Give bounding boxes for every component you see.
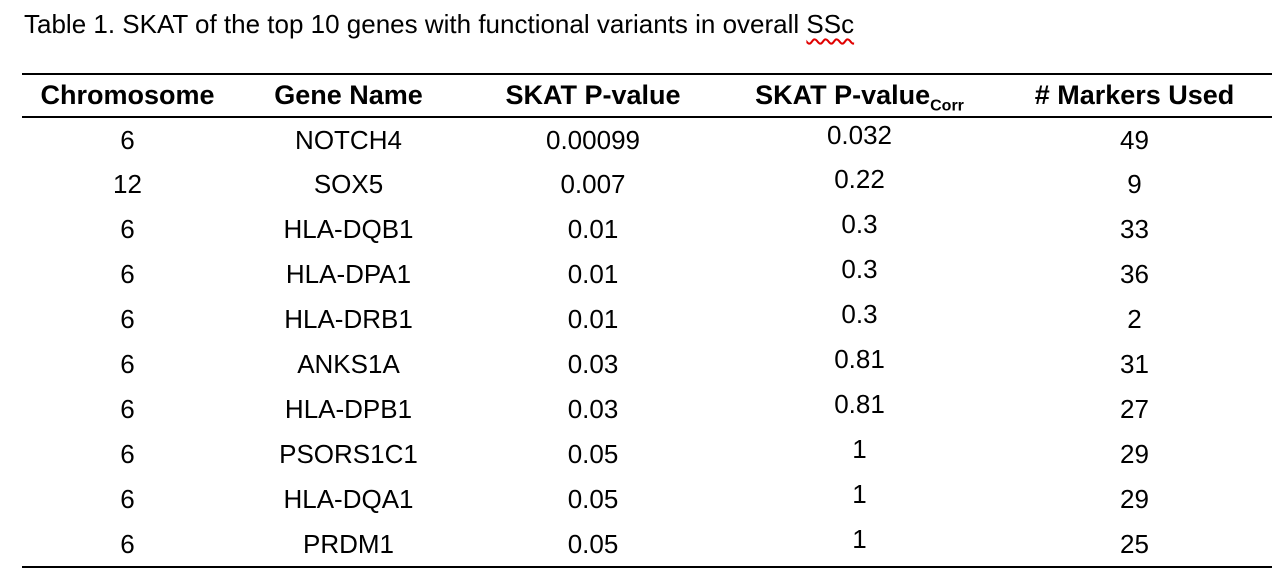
cell-skat-pvalue-corr: 0.22 <box>722 162 997 207</box>
title-text: Table 1. SKAT of the top 10 genes with f… <box>24 9 807 39</box>
cell-skat-pvalue: 0.01 <box>567 304 619 334</box>
cell-markers-used: 33 <box>1120 214 1149 244</box>
cell-chromosome: 6 <box>120 214 135 244</box>
cell-gene-name: NOTCH4 <box>295 124 402 155</box>
cell-skat-pvalue-corr-text: 0.032 <box>826 119 893 150</box>
cell-gene-name: HLA-DRB1 <box>284 304 413 334</box>
cell-gene-name: SOX5 <box>313 169 384 199</box>
cell-gene-name: HLA-DQB1 <box>283 214 414 244</box>
cell-skat-pvalue-corr: 0.3 <box>722 207 997 252</box>
cell-skat-pvalue: 0.03 <box>567 349 619 379</box>
header-skat-pvalue: SKAT P-value <box>464 74 722 118</box>
cell-skat-pvalue-corr-text: 0.81 <box>834 344 885 374</box>
header-skat-pvalue-corr-text: SKAT P-value <box>755 80 931 110</box>
cell-markers-used: 9 <box>1127 169 1142 199</box>
table-header-row: Chromosome Gene Name SKAT P-value SKAT P… <box>22 74 1272 118</box>
cell-skat-pvalue-corr-text: 0.3 <box>841 209 878 239</box>
cell-skat-pvalue-corr-text: 1 <box>852 479 867 509</box>
cell-skat-pvalue-corr: 0.81 <box>722 342 997 387</box>
table-row: 6 PRDM1 0.05 1 25 <box>22 522 1272 567</box>
cell-chromosome: 6 <box>120 528 135 559</box>
misspelled-word-ssc: SSc <box>806 9 855 39</box>
cell-gene-name: PRDM1 <box>302 528 394 559</box>
cell-skat-pvalue: 0.00099 <box>546 124 640 155</box>
cell-gene-name: ANKS1A <box>297 349 400 379</box>
cell-skat-pvalue-corr: 0.032 <box>722 117 997 162</box>
cell-markers-used: 27 <box>1120 394 1149 424</box>
cell-markers-used: 29 <box>1120 484 1149 514</box>
cell-skat-pvalue-corr-text: 0.3 <box>841 254 878 284</box>
cell-chromosome: 6 <box>120 304 135 334</box>
cell-skat-pvalue-corr: 1 <box>722 522 997 567</box>
cell-skat-pvalue-corr: 1 <box>722 432 997 477</box>
table-row: 6 HLA-DRB1 0.01 0.3 2 <box>22 297 1272 342</box>
table-row: 6 ANKS1A 0.03 0.81 31 <box>22 342 1272 387</box>
table-row: 6 NOTCH4 0.00099 0.032 49 <box>22 117 1272 162</box>
cell-markers-used: 49 <box>1120 124 1149 155</box>
cell-gene-name: HLA-DPA1 <box>285 259 412 289</box>
cell-markers-used: 31 <box>1120 349 1149 379</box>
corr-subscript: Corr <box>930 97 964 115</box>
document-title: Table 1. SKAT of the top 10 genes with f… <box>0 0 1280 39</box>
cell-chromosome: 6 <box>120 349 135 379</box>
cell-skat-pvalue: 0.01 <box>567 259 619 289</box>
cell-chromosome: 6 <box>120 439 135 469</box>
header-skat-pvalue-corr: SKAT P-valueCorr <box>722 74 997 118</box>
cell-gene-name: PSORS1C1 <box>279 439 418 469</box>
cell-skat-pvalue: 0.05 <box>567 439 619 469</box>
header-markers-used: # Markers Used <box>997 74 1272 118</box>
table-row: 6 HLA-DPB1 0.03 0.81 27 <box>22 387 1272 432</box>
cell-markers-used: 36 <box>1120 259 1149 289</box>
cell-skat-pvalue-corr-text: 0.3 <box>841 299 878 329</box>
cell-chromosome: 12 <box>113 169 142 199</box>
cell-skat-pvalue: 0.007 <box>560 169 626 199</box>
cell-markers-used: 25 <box>1120 528 1149 559</box>
cell-chromosome: 6 <box>120 124 135 155</box>
cell-skat-pvalue: 0.05 <box>567 484 619 514</box>
cell-gene-name: HLA-DPB1 <box>284 394 413 424</box>
header-gene-name: Gene Name <box>233 74 464 118</box>
header-chromosome: Chromosome <box>22 74 233 118</box>
table-body: 6 NOTCH4 0.00099 0.032 49 12 SOX5 0.007 0.22 9 6 HL… <box>22 117 1272 567</box>
cell-skat-pvalue-corr: 0.3 <box>722 297 997 342</box>
table-row: 6 HLA-DQB1 0.01 0.3 33 <box>22 207 1272 252</box>
table-row: 6 PSORS1C1 0.05 1 29 <box>22 432 1272 477</box>
cell-markers-used: 2 <box>1127 304 1142 334</box>
table-row: 6 HLA-DPA1 0.01 0.3 36 <box>22 252 1272 297</box>
cell-skat-pvalue: 0.01 <box>567 214 619 244</box>
cell-chromosome: 6 <box>120 484 135 514</box>
table-row: 12 SOX5 0.007 0.22 9 <box>22 162 1272 207</box>
cell-skat-pvalue-corr: 0.81 <box>722 387 997 432</box>
cell-chromosome: 6 <box>120 259 135 289</box>
cell-markers-used: 29 <box>1120 439 1149 469</box>
cell-skat-pvalue-corr: 0.3 <box>722 252 997 297</box>
cell-skat-pvalue: 0.03 <box>567 394 619 424</box>
cell-skat-pvalue-corr: 1 <box>722 477 997 522</box>
skat-results-table: Chromosome Gene Name SKAT P-value SKAT P… <box>22 73 1272 568</box>
cell-skat-pvalue: 0.05 <box>567 528 619 559</box>
table-row: 6 HLA-DQA1 0.05 1 29 <box>22 477 1272 522</box>
cell-skat-pvalue-corr-text: 1 <box>852 523 867 554</box>
cell-skat-pvalue-corr-text: 0.81 <box>834 389 885 419</box>
cell-chromosome: 6 <box>120 394 135 424</box>
cell-skat-pvalue-corr-text: 0.22 <box>834 164 885 194</box>
cell-skat-pvalue-corr-text: 1 <box>852 434 867 464</box>
cell-gene-name: HLA-DQA1 <box>283 484 414 514</box>
